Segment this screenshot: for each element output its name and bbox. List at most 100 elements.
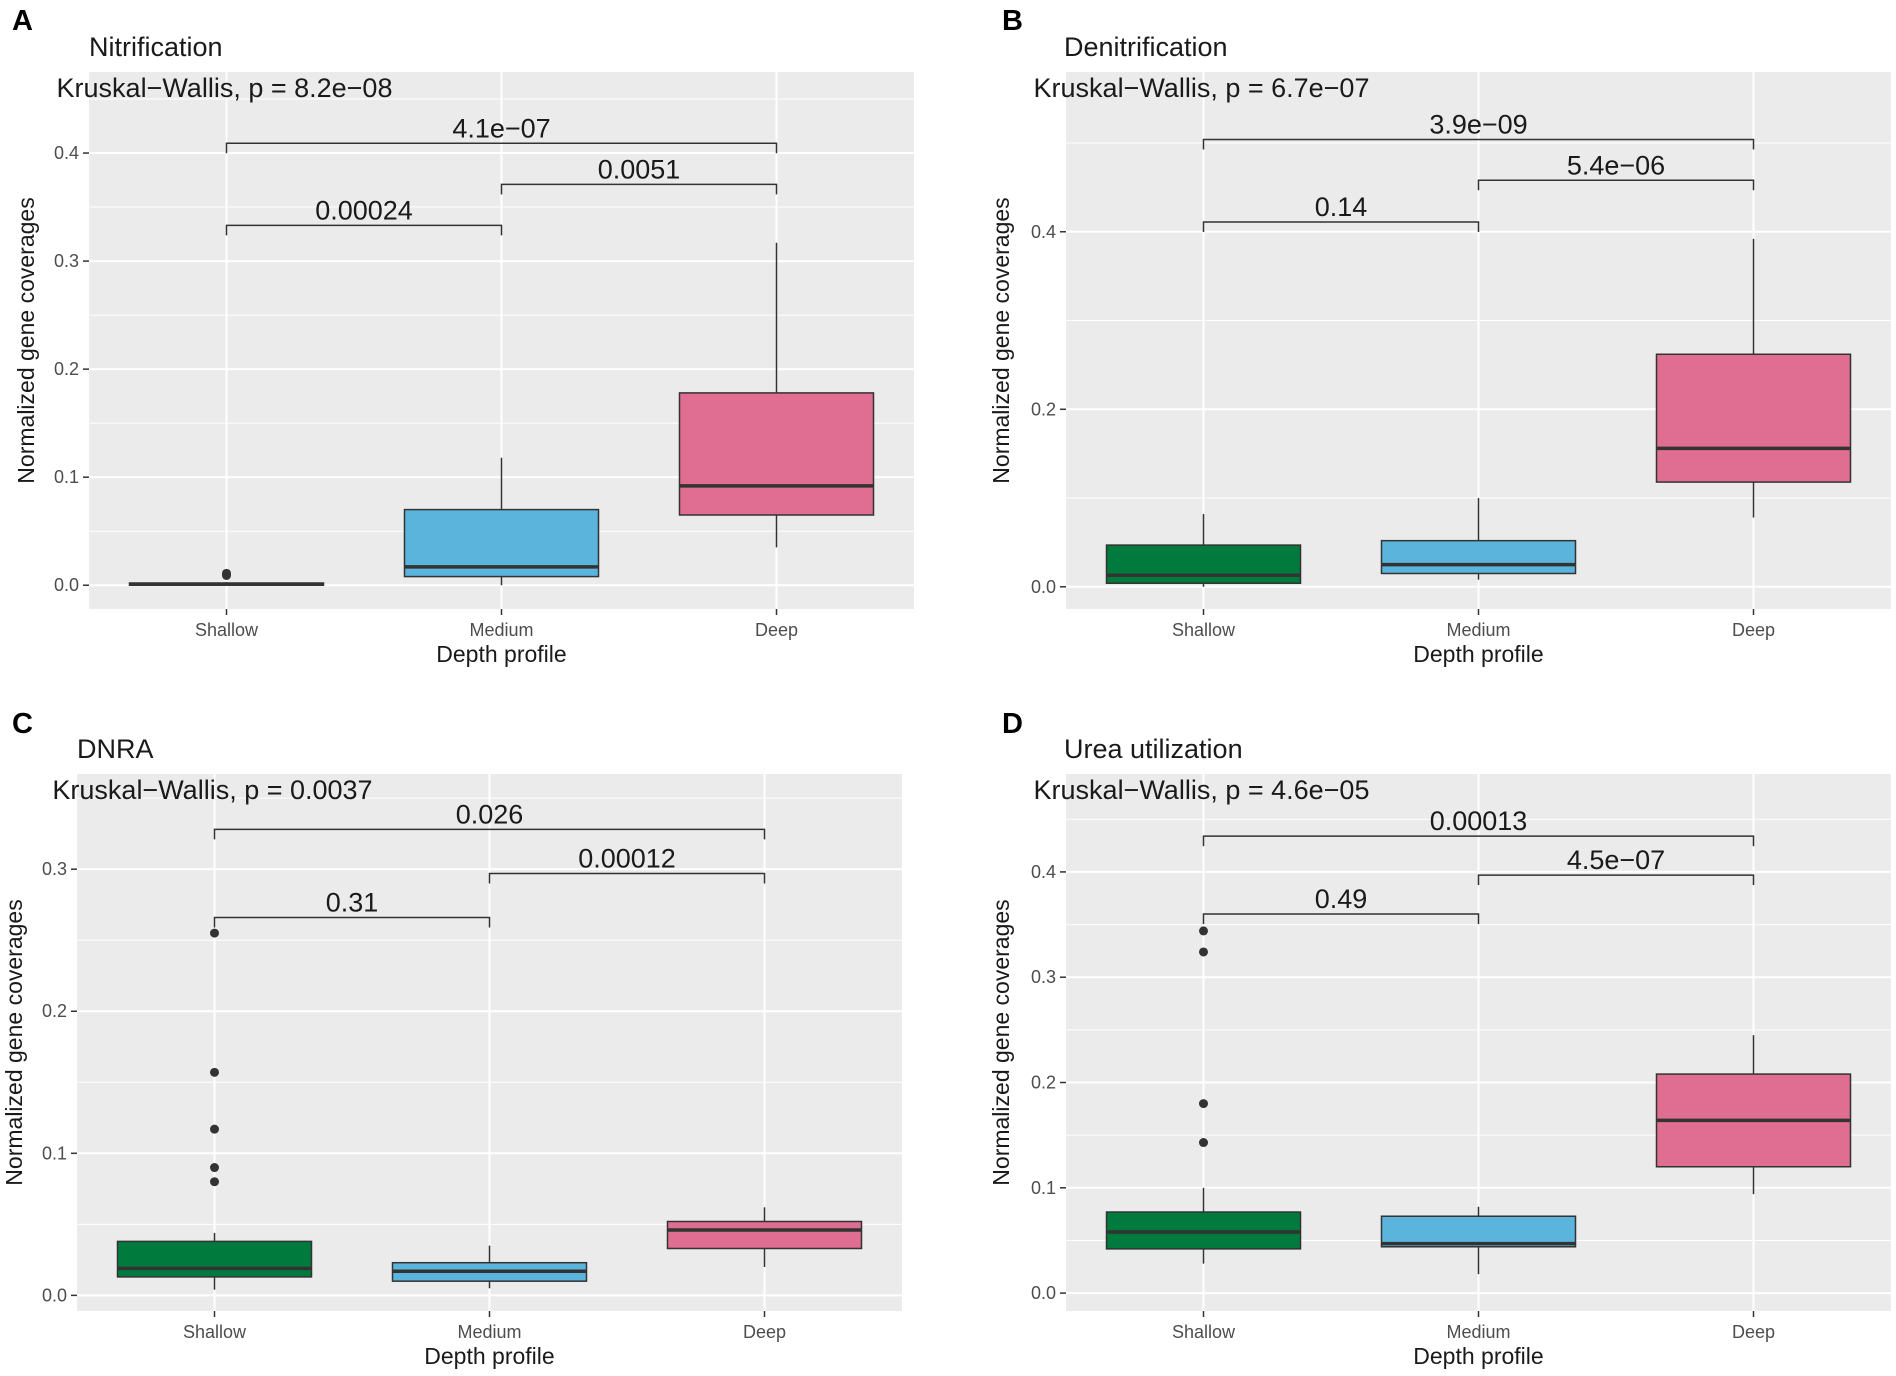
x-tick-label: Deep [1732,1322,1775,1342]
x-axis-title: Depth profile [1413,641,1543,667]
box-shallow [1105,514,1302,587]
panel-tag: B [1002,5,1023,37]
y-tick-label: 0.4 [1031,222,1056,242]
panel-title: Urea utilization [1064,734,1243,764]
box-iqr [1380,539,1577,575]
x-tick-label: Medium [457,1322,521,1342]
x-tick-label: Shallow [195,620,259,640]
box-shallow [1105,926,1302,1264]
outlier-point [1199,926,1208,936]
y-tick-label: 0.2 [1031,1073,1056,1093]
y-tick-label: 0.1 [54,467,79,487]
box-deep [678,242,875,548]
p-value-label: 0.00013 [1430,806,1528,836]
y-axis-title: Normalized gene coverages [13,197,39,483]
bracket-line [213,828,766,840]
y-tick-label: 0.0 [1031,1283,1056,1303]
panel-b: 0.0 0.2 0.4 Shallow Medium Deep 0.14 5.4e−06 3.9… [988,5,1891,667]
x-tick-label: Deep [743,1322,786,1342]
box-shallow [116,928,313,1290]
bracket-line [500,183,778,195]
outlier-point [210,1177,219,1187]
p-value-label: 0.31 [326,887,379,917]
p-value-label: 0.49 [1315,884,1368,914]
bracket-line [1477,179,1755,191]
p-value-label: 0.00024 [315,195,413,225]
box-iqr [1380,1215,1577,1248]
comparison-bracket: 0.14 [1202,192,1480,233]
box-medium [403,457,600,586]
panel-title: Nitrification [89,32,223,62]
x-axis-title: Depth profile [424,1343,554,1369]
y-tick-label: 0.4 [54,143,79,163]
x-tick-label: Shallow [183,1322,247,1342]
panel-tag: D [1002,708,1023,740]
p-value-label: 4.1e−07 [452,113,550,143]
y-tick-label: 0.3 [1031,967,1056,987]
panel-tag: A [12,5,33,37]
box-deep [1655,238,1852,518]
x-tick-label: Shallow [1172,620,1236,640]
p-value-label: 0.14 [1315,192,1368,222]
outlier-point [1199,1099,1208,1109]
outlier-point [1199,1138,1208,1148]
panel-tag: C [12,708,33,740]
bracket-line [225,224,503,236]
y-tick-label: 0.0 [42,1285,67,1305]
x-axis-title: Depth profile [1413,1343,1543,1369]
y-tick-label: 0.1 [1031,1178,1056,1198]
y-axis-title: Normalized gene coverages [988,197,1014,483]
comparison-bracket: 0.00013 [1202,806,1755,847]
box-medium [1380,498,1577,580]
bracket-line [1477,874,1755,886]
outlier-point [210,1163,219,1173]
p-value-label: 0.00012 [578,843,676,873]
y-axis-title: Normalized gene coverages [988,899,1014,1185]
bracket-line [213,916,491,928]
bracket-line [1202,221,1480,233]
box-iqr [116,1240,313,1278]
x-tick-label: Deep [755,620,798,640]
comparison-bracket: 0.49 [1202,884,1480,925]
bracket-line [1202,913,1480,925]
y-tick-label: 0.2 [54,359,79,379]
kruskal-wallis-label: Kruskal−Wallis, p = 0.0037 [52,775,372,805]
comparison-bracket: 4.1e−07 [225,113,778,154]
outlier-point [210,1067,219,1077]
outlier-point [210,1124,219,1134]
comparison-bracket: 5.4e−06 [1477,150,1755,191]
y-tick-label: 0.3 [42,859,67,879]
box-iqr [1105,544,1302,585]
x-axis-title: Depth profile [436,641,566,667]
box-medium [391,1245,588,1289]
bracket-line [1202,138,1755,150]
outlier-point [222,568,231,578]
x-tick-label: Shallow [1172,1322,1236,1342]
bracket-line [1202,835,1755,847]
bracket-line [225,142,778,154]
p-value-label: 0.0051 [598,154,681,184]
outlier-point [210,928,219,938]
x-tick-label: Medium [469,620,533,640]
comparison-bracket: 0.31 [213,887,491,928]
y-tick-label: 0.3 [54,251,79,271]
y-tick-label: 0.4 [1031,862,1056,882]
box-iqr [1655,353,1852,483]
box-deep [1655,1035,1852,1195]
p-value-label: 0.026 [456,799,524,829]
y-tick-label: 0.1 [42,1143,67,1163]
kruskal-wallis-label: Kruskal−Wallis, p = 8.2e−08 [57,73,393,103]
y-tick-label: 0.2 [1031,399,1056,419]
box-shallow [128,568,325,586]
kruskal-wallis-label: Kruskal−Wallis, p = 4.6e−05 [1034,775,1370,805]
panel-title: DNRA [77,734,154,764]
kruskal-wallis-label: Kruskal−Wallis, p = 6.7e−07 [1034,73,1370,103]
y-tick-label: 0.2 [42,1001,67,1021]
comparison-bracket: 0.00012 [488,843,766,884]
panel-d: 0.0 0.1 0.2 0.3 0.4 Shallow Medium Deep 0.49 4.5e… [988,708,1891,1369]
y-axis-title: Normalized gene coverages [1,899,27,1185]
box-medium [1380,1206,1577,1275]
box-deep [666,1207,863,1267]
panel-c: 0.0 0.1 0.2 0.3 Shallow Medium Deep 0.31 0.00012… [1,708,902,1369]
